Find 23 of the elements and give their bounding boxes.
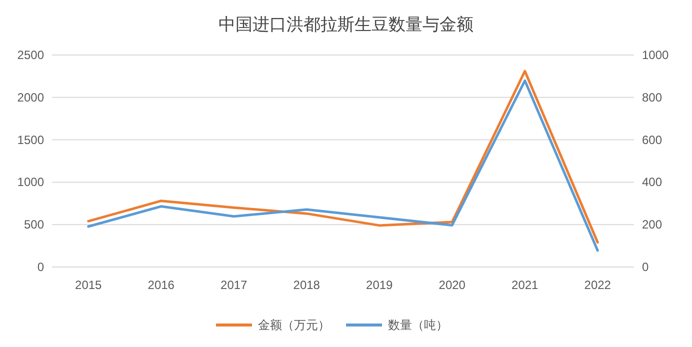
y2-tick-label: 1000: [642, 48, 670, 62]
x-tick-label: 2018: [293, 278, 320, 292]
y-tick-label: 1500: [17, 132, 44, 147]
y-tick-label: 2500: [17, 48, 44, 62]
y2-tick-label: 800: [642, 90, 662, 104]
legend-label: 数量（吨）: [388, 318, 448, 332]
y2-tick-label: 600: [642, 132, 662, 147]
y2-tick-label: 0: [642, 260, 649, 274]
x-tick-label: 2017: [220, 278, 248, 292]
y2-tick-label: 200: [642, 218, 662, 232]
x-tick-label: 2015: [75, 278, 102, 292]
y-tick-label: 500: [24, 218, 44, 232]
x-tick-label: 2022: [584, 278, 612, 292]
y-tick-label: 1000: [17, 175, 44, 190]
x-tick-label: 2020: [438, 278, 466, 292]
y2-tick-label: 400: [642, 175, 662, 190]
x-tick-label: 2019: [366, 278, 394, 292]
legend-label: 金额（万元）: [258, 318, 330, 332]
y-tick-label: 2000: [17, 90, 44, 104]
x-tick-label: 2016: [148, 278, 175, 292]
x-tick-label: 2021: [512, 278, 539, 292]
chart-title: 中国进口洪都拉斯生豆数量与金额: [218, 15, 474, 34]
y-tick-label: 0: [37, 260, 44, 274]
